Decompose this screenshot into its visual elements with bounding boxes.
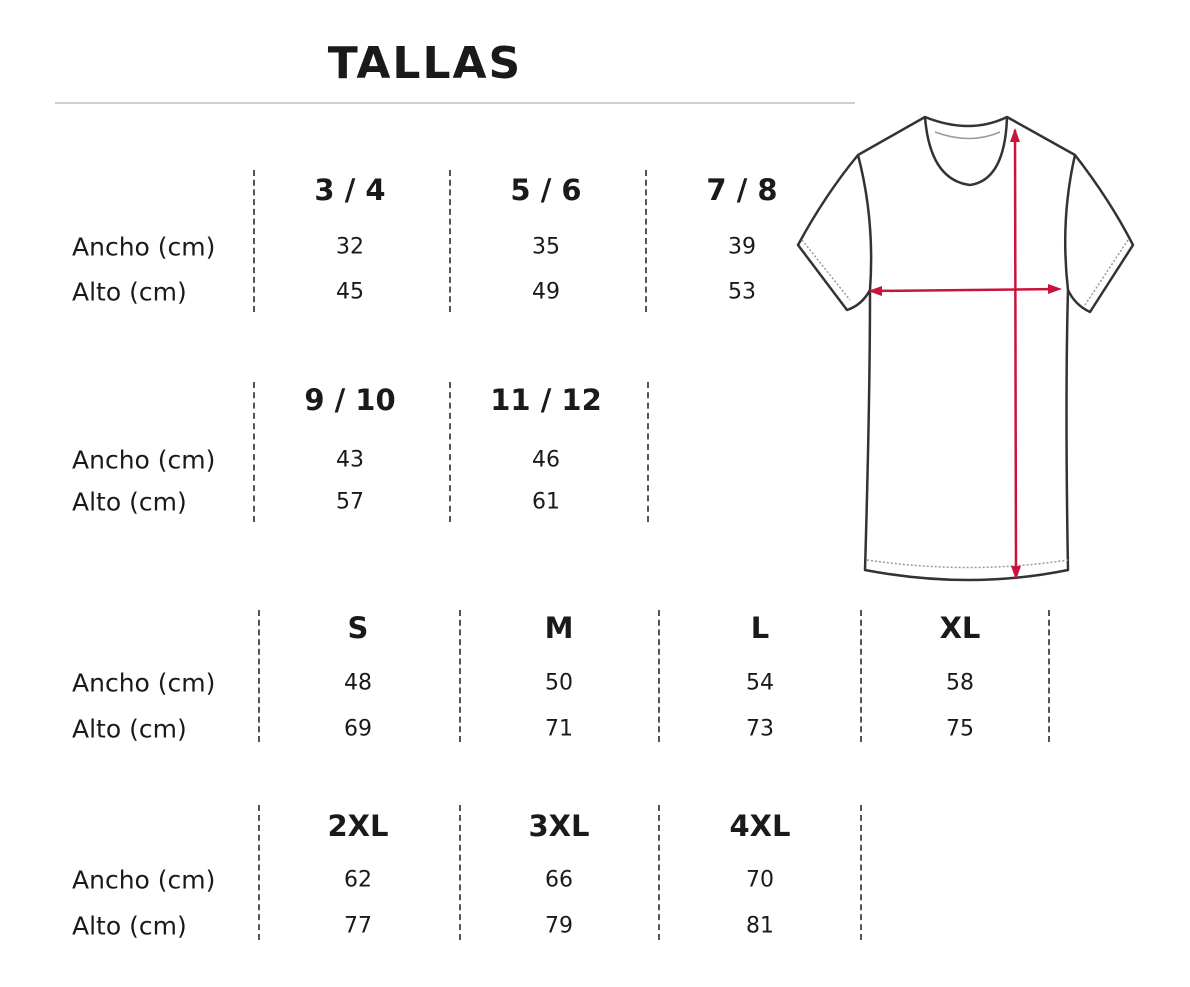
row-label-width: Ancho (cm) — [72, 865, 216, 895]
column-divider — [258, 805, 260, 940]
width-value: 46 — [532, 447, 560, 473]
size-header: 11 / 12 — [490, 383, 602, 417]
size-header: M — [544, 611, 574, 645]
width-value: 39 — [728, 234, 756, 260]
height-value: 49 — [532, 279, 560, 305]
height-value: 69 — [344, 716, 372, 742]
size-header: L — [750, 611, 770, 645]
height-value: 53 — [728, 279, 756, 305]
column-divider — [658, 610, 660, 742]
height-value: 45 — [336, 279, 364, 305]
row-label-height: Alto (cm) — [72, 277, 187, 307]
height-value: 79 — [545, 913, 573, 939]
height-value: 71 — [545, 716, 573, 742]
height-value: 77 — [344, 913, 372, 939]
tshirt-measurement-icon — [796, 115, 1135, 582]
width-value: 32 — [336, 234, 364, 260]
width-value: 35 — [532, 234, 560, 260]
width-value: 62 — [344, 867, 372, 893]
row-label-height: Alto (cm) — [72, 911, 187, 941]
row-label-height: Alto (cm) — [72, 714, 187, 744]
width-value: 54 — [746, 670, 774, 696]
row-label-width: Ancho (cm) — [72, 445, 216, 475]
width-value: 48 — [344, 670, 372, 696]
size-header: 3XL — [528, 809, 590, 843]
size-header: 5 / 6 — [510, 173, 582, 207]
width-value: 70 — [746, 867, 774, 893]
height-value: 57 — [336, 489, 364, 515]
column-divider — [459, 805, 461, 940]
size-header: 4XL — [729, 809, 791, 843]
height-value: 61 — [532, 489, 560, 515]
row-label-width: Ancho (cm) — [72, 232, 216, 262]
size-header: 2XL — [327, 809, 389, 843]
row-label-height: Alto (cm) — [72, 487, 187, 517]
column-divider — [253, 170, 255, 312]
column-divider — [258, 610, 260, 742]
column-divider — [645, 170, 647, 312]
size-header: 3 / 4 — [314, 173, 386, 207]
title-divider — [55, 102, 855, 104]
height-value: 75 — [946, 716, 974, 742]
column-divider — [860, 610, 862, 742]
size-header: 9 / 10 — [304, 383, 396, 417]
column-divider — [449, 170, 451, 312]
column-divider — [860, 805, 862, 940]
column-divider — [253, 382, 255, 522]
width-value: 66 — [545, 867, 573, 893]
column-divider — [647, 382, 649, 522]
size-header: S — [347, 611, 369, 645]
page-title: TALLAS — [327, 38, 523, 89]
size-header: XL — [939, 611, 981, 645]
height-value: 73 — [746, 716, 774, 742]
column-divider — [449, 382, 451, 522]
column-divider — [459, 610, 461, 742]
column-divider — [658, 805, 660, 940]
size-header: 7 / 8 — [706, 173, 778, 207]
width-value: 58 — [946, 670, 974, 696]
row-label-width: Ancho (cm) — [72, 668, 216, 698]
width-value: 43 — [336, 447, 364, 473]
height-value: 81 — [746, 913, 774, 939]
width-value: 50 — [545, 670, 573, 696]
column-divider — [1048, 610, 1050, 742]
